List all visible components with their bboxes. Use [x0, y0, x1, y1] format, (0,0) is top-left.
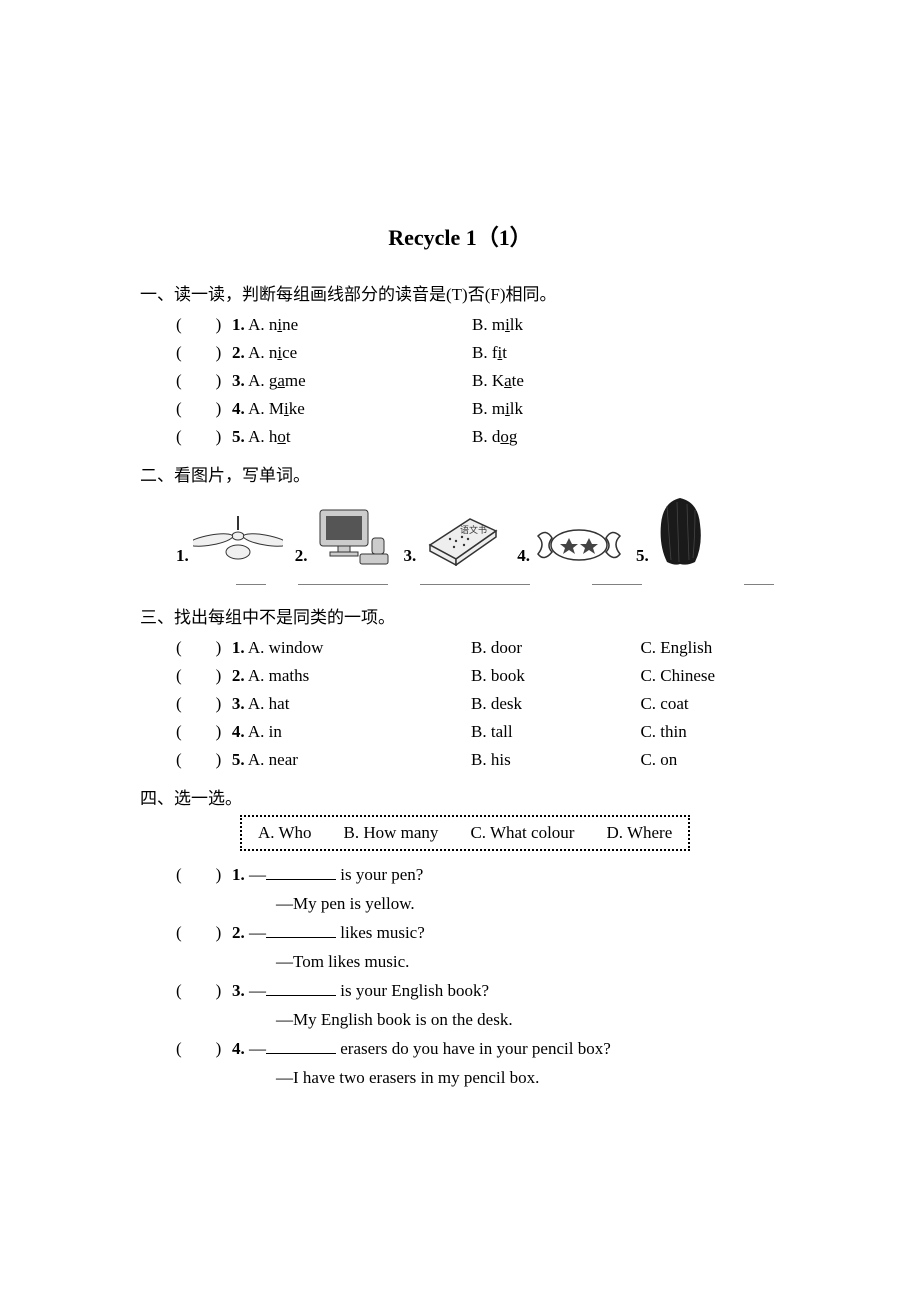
fill-blank[interactable]	[266, 865, 336, 880]
worksheet-page: Recycle 1（1） 一、读一读，判断每组画线部分的读音是(T)否(F)相同…	[0, 0, 920, 1302]
answer-blank[interactable]	[176, 662, 232, 690]
image-item-3: 3. 语文书	[404, 511, 506, 566]
section-3-header: 三、找出每组中不是同类的一项。	[140, 603, 780, 628]
image-row: 1. 2.	[140, 496, 780, 566]
choice-bank: A. Who B. How many C. What colour D. Whe…	[240, 815, 690, 851]
answer-blank[interactable]	[176, 395, 232, 423]
answer-blank[interactable]	[176, 746, 232, 774]
image-item-2: 2.	[295, 506, 392, 566]
section-2-header: 二、看图片，写单词。	[140, 461, 780, 486]
option-b: B. milk	[472, 395, 523, 423]
blank-3[interactable]	[420, 570, 530, 585]
choice-d: D. Where	[606, 823, 672, 843]
section-4-header: 四、选一选。	[140, 784, 780, 809]
blank-5[interactable]	[744, 570, 774, 585]
q1-row: 3. A. game B. Kate	[140, 367, 780, 395]
q3-row: 2. A. maths B. book C. Chinese	[140, 662, 780, 690]
q3-row: 5. A. near B. his C. on	[140, 746, 780, 774]
write-word-blanks	[140, 570, 780, 585]
blank-2[interactable]	[298, 570, 388, 585]
q1-row: 4. A. Mike B. milk	[140, 395, 780, 423]
hair-icon	[653, 496, 708, 566]
answer-line: —My pen is yellow.	[140, 889, 780, 919]
option-a: 4. A. Mike	[232, 395, 472, 423]
answer-blank[interactable]	[176, 311, 232, 339]
image-item-5: 5.	[636, 496, 708, 566]
answer-blank[interactable]	[176, 423, 232, 451]
choice-b: B. How many	[344, 823, 439, 843]
answer-line: —I have two erasers in my pencil box.	[140, 1063, 780, 1093]
q4-row: 2. — likes music?	[140, 919, 780, 947]
section-3-list: 1. A. window B. door C. English 2. A. ma…	[140, 634, 780, 774]
blank-1[interactable]	[236, 570, 266, 585]
answer-blank[interactable]	[176, 339, 232, 367]
choice-a: A. Who	[258, 823, 312, 843]
fill-blank[interactable]	[266, 923, 336, 938]
answer-blank[interactable]	[176, 861, 232, 889]
option-a: 1. A. nine	[232, 311, 472, 339]
fill-blank[interactable]	[266, 981, 336, 996]
q3-row: 4. A. in B. tall C. thin	[140, 718, 780, 746]
q4-row: 3. — is your English book?	[140, 977, 780, 1005]
answer-blank[interactable]	[176, 690, 232, 718]
blank-4[interactable]	[592, 570, 642, 585]
answer-blank[interactable]	[176, 977, 232, 1005]
answer-line: —My English book is on the desk.	[140, 1005, 780, 1035]
page-title: Recycle 1（1）	[140, 220, 780, 252]
section-1-list: 1. A. nine B. milk 2. A. nice B. fit 3. …	[140, 311, 780, 451]
option-b: B. Kate	[472, 367, 524, 395]
image-item-1: 1.	[176, 516, 283, 566]
option-b: B. milk	[472, 311, 523, 339]
answer-blank[interactable]	[176, 919, 232, 947]
q4-row: 4. — erasers do you have in your pencil …	[140, 1035, 780, 1063]
option-a: 5. A. hot	[232, 423, 472, 451]
q3-row: 1. A. window B. door C. English	[140, 634, 780, 662]
answer-blank[interactable]	[176, 718, 232, 746]
book-icon: 语文书	[420, 511, 505, 566]
option-a: 2. A. nice	[232, 339, 472, 367]
svg-text:语文书: 语文书	[460, 524, 487, 535]
computer-icon	[312, 506, 392, 566]
image-item-4: 4.	[517, 524, 624, 566]
option-b: B. dog	[472, 423, 517, 451]
q4-row: 1. — is your pen?	[140, 861, 780, 889]
answer-blank[interactable]	[176, 634, 232, 662]
fan-icon	[193, 516, 283, 566]
option-b: B. fit	[472, 339, 507, 367]
q3-row: 3. A. hat B. desk C. coat	[140, 690, 780, 718]
answer-blank[interactable]	[176, 367, 232, 395]
answer-blank[interactable]	[176, 1035, 232, 1063]
candy-icon	[534, 524, 624, 566]
q1-row: 1. A. nine B. milk	[140, 311, 780, 339]
section-1-header: 一、读一读，判断每组画线部分的读音是(T)否(F)相同。	[140, 280, 780, 305]
q1-row: 5. A. hot B. dog	[140, 423, 780, 451]
fill-blank[interactable]	[266, 1039, 336, 1054]
q1-row: 2. A. nice B. fit	[140, 339, 780, 367]
option-a: 3. A. game	[232, 367, 472, 395]
choice-c: C. What colour	[470, 823, 574, 843]
answer-line: —Tom likes music.	[140, 947, 780, 977]
section-4-list: 1. — is your pen? —My pen is yellow. 2. …	[140, 861, 780, 1093]
